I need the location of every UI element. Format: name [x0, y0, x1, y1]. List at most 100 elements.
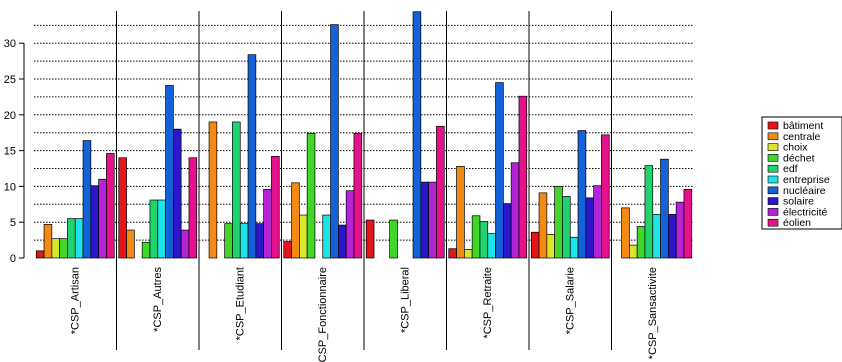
bar [479, 221, 489, 259]
bar [239, 223, 249, 259]
bar [291, 182, 300, 259]
legend-label: nucléaire [783, 185, 826, 197]
legend-swatch [767, 121, 779, 130]
bar [554, 186, 563, 259]
legend-label: entreprise [783, 174, 830, 186]
bar [90, 185, 99, 259]
bar [436, 125, 445, 259]
bar [636, 226, 646, 259]
category-label: *CSP_Retraite [482, 267, 494, 339]
bar [271, 155, 280, 259]
y-axis: 0 5 10 15 20 25 30 [4, 38, 25, 265]
legend-label: centrale [783, 131, 821, 143]
bar [224, 223, 233, 259]
bar [345, 190, 355, 259]
bar [448, 248, 457, 259]
bar [412, 11, 422, 259]
bar [338, 224, 347, 259]
bar [628, 244, 638, 259]
bars [35, 11, 693, 259]
legend-label: solaire [783, 196, 814, 208]
bar [503, 203, 512, 259]
bar [621, 207, 630, 259]
y-tick-label: 0 [10, 253, 16, 265]
bar [464, 249, 473, 259]
legend-label: choix [783, 142, 808, 154]
bar [232, 121, 241, 259]
bar [322, 214, 331, 259]
bar [683, 188, 693, 259]
bar [577, 130, 587, 259]
bar [601, 134, 610, 259]
bar [74, 218, 84, 259]
bar [208, 121, 218, 259]
bar [67, 218, 76, 259]
category-labels: *CSP_Artisan *CSP_Autres *CSP_Etudiant *CSP… [69, 267, 659, 362]
bar [538, 192, 548, 259]
category-label: *CSP_Etudiant [234, 267, 246, 340]
y-tick-label: 30 [4, 38, 16, 50]
category-label: *CSP_Autres [152, 267, 164, 332]
bar [173, 128, 182, 259]
bar [263, 188, 272, 259]
bar [188, 157, 198, 259]
bar [255, 223, 265, 259]
bar [652, 213, 661, 259]
bar [353, 133, 363, 259]
bar [126, 229, 135, 259]
bar [562, 196, 571, 259]
bar [180, 229, 190, 259]
bar [141, 241, 151, 259]
group-separators [116, 11, 612, 350]
bar [106, 153, 115, 259]
legend-swatch [767, 208, 779, 216]
legend-swatch [767, 154, 779, 162]
bar [456, 166, 465, 259]
category-label: *CSP_Fonctionnaire [317, 267, 329, 362]
bar [365, 219, 375, 259]
bar [530, 231, 540, 259]
legend-swatch [767, 164, 779, 173]
bar [306, 133, 316, 259]
bar [299, 214, 308, 259]
legend-swatch [767, 143, 779, 151]
bar [471, 215, 481, 259]
legend-label: électricité [783, 206, 828, 218]
bar [428, 181, 437, 259]
bar [518, 95, 528, 259]
bar [330, 24, 339, 259]
bar [149, 199, 159, 259]
bar [59, 238, 68, 259]
legend-swatch [767, 132, 779, 141]
category-label: *CSP_Sansactivite [647, 267, 659, 359]
y-tick-label: 25 [4, 74, 16, 86]
legend-swatch [767, 186, 779, 195]
bar [585, 197, 594, 259]
legend-label: edf [783, 163, 798, 175]
bar [118, 157, 127, 259]
bar [43, 224, 53, 259]
bar [247, 54, 257, 259]
category-label: *CSP_Salarie [564, 267, 576, 334]
legend-swatch [767, 218, 779, 227]
legend-label: bâtiment [783, 120, 823, 132]
bar [389, 219, 398, 259]
bar [495, 82, 504, 259]
bar [644, 165, 654, 259]
bar [569, 236, 579, 259]
legend-swatch [767, 175, 779, 184]
bar [165, 85, 174, 259]
y-tick-label: 20 [4, 110, 16, 122]
y-tick-label: 10 [4, 181, 16, 193]
bar [510, 162, 520, 259]
legend: bâtimentcentralechoixdéchetedfentreprise… [761, 116, 842, 230]
legend-swatch [767, 197, 779, 205]
bar [487, 233, 496, 259]
bar [675, 201, 685, 259]
bar [593, 185, 602, 259]
bar [546, 234, 555, 259]
bar [157, 199, 166, 259]
legend-label: éolien [783, 217, 811, 229]
